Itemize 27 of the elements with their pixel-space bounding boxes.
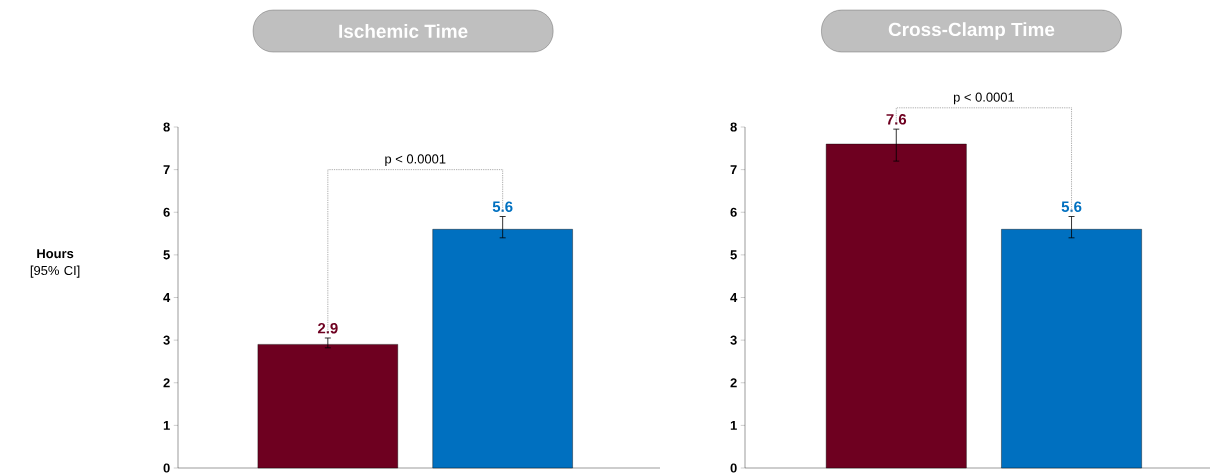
chart-title: Ischemic Time	[339, 24, 468, 38]
data-label: 7.6	[886, 114, 907, 125]
annotation: p < 0.0001	[385, 154, 446, 167]
y-tick-label: 2	[730, 378, 737, 388]
data-label: 5.6	[1061, 201, 1082, 212]
text: p < 0.0001	[953, 92, 1015, 105]
y-tick-label: 0	[730, 463, 737, 473]
y-tick-label: 6	[730, 207, 737, 217]
y-axis-title: Hours [95% CI]	[30, 249, 80, 278]
y-tick-label: 6	[163, 207, 170, 217]
y-tick-label: 3	[730, 335, 737, 345]
data-label: 5.6	[492, 201, 513, 212]
y-tick-label: 5	[730, 250, 737, 260]
y-tick-label: 7	[730, 165, 737, 175]
y-tick-label: 3	[163, 335, 170, 345]
y-tick-label: 2	[163, 378, 170, 388]
y-tick-label: 7	[163, 165, 170, 175]
data-label: 2.9	[317, 322, 338, 334]
y-tick-label: 0	[163, 463, 170, 473]
y-tick-label: 4	[730, 293, 738, 302]
y-tick-label: 8	[730, 122, 737, 132]
y-tick-label: 1	[163, 420, 170, 430]
y-tick-label: 5	[163, 250, 170, 260]
y-tick-label: 4	[163, 293, 171, 302]
chart-title: Cross-Clamp Time	[888, 22, 1055, 40]
y-tick-label: 1	[730, 420, 737, 430]
y-tick-label: 8	[163, 122, 170, 132]
